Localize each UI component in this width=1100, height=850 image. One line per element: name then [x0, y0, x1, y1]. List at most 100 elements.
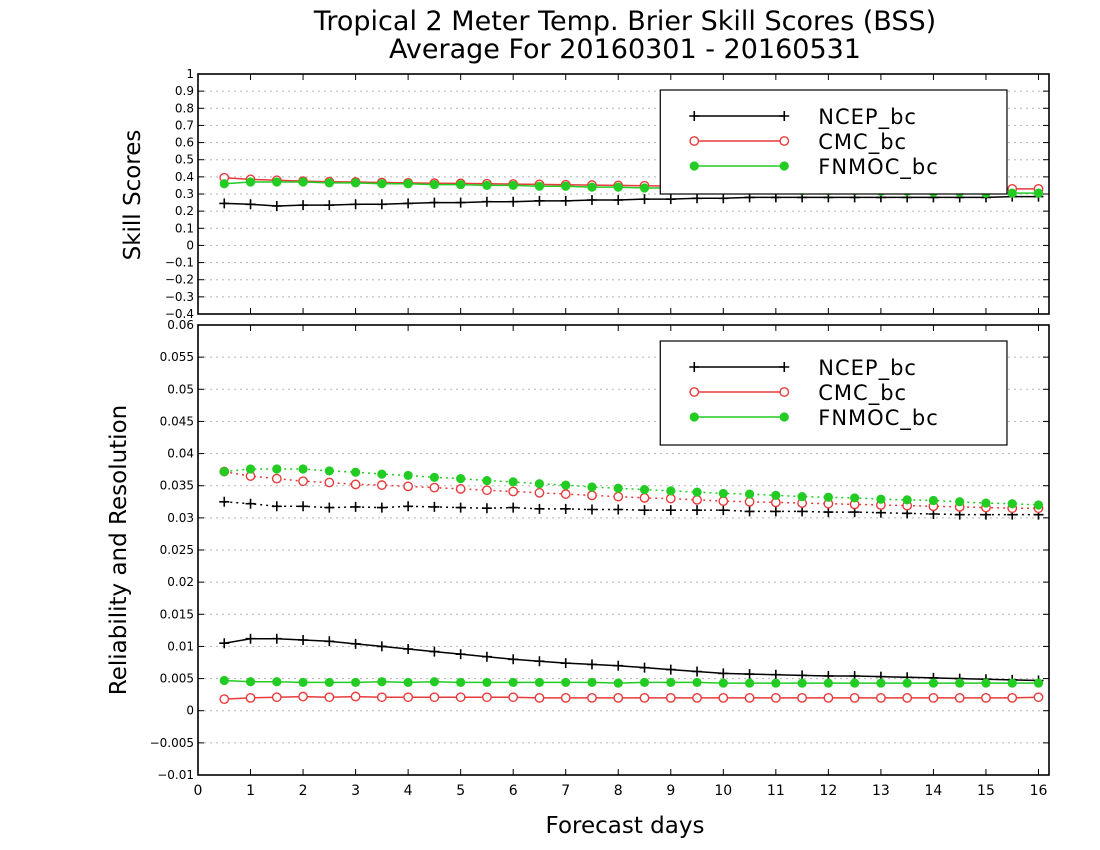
data-point-FNMOC_bc-marker: [456, 179, 466, 190]
data-point-FNMOC_bc-marker: [771, 678, 781, 688]
data-point-FNMOC_bc-marker: [876, 494, 886, 504]
legend-NCEP_bc-marker: [689, 111, 700, 121]
y-tick-label: 0.005: [160, 672, 194, 686]
data-point-NCEP_bc-marker: [718, 505, 729, 516]
y-tick-label: 0.06: [167, 318, 194, 332]
data-point-FNMOC_bc-marker: [272, 464, 282, 474]
data-point-FNMOC_bc-marker: [981, 678, 991, 688]
plot-frame: [197, 324, 1050, 776]
data-point-NCEP_bc-marker: [718, 668, 729, 679]
data-point-FNMOC_bc-marker: [561, 480, 571, 490]
x-axis-label: Forecast days: [546, 813, 705, 839]
plot-frame: [197, 73, 1050, 315]
data-point-FNMOC_bc-marker: [613, 678, 623, 688]
data-point-FNMOC_bc-marker: [324, 677, 334, 688]
x-tick-label: 8: [614, 783, 623, 799]
data-point-NCEP_bc-marker: [692, 193, 703, 204]
data-point-CMC_bc-marker: [376, 692, 387, 703]
data-point-NCEP_bc-marker: [403, 501, 414, 512]
data-point-FNMOC_bc-marker: [245, 464, 256, 474]
data-point-CMC_bc-marker: [797, 692, 808, 703]
data-point-NCEP_bc-marker: [429, 197, 440, 208]
series-CMC_bc-solid: [219, 691, 1044, 705]
x-tick-label: 0: [194, 783, 203, 799]
data-point-NCEP_bc-marker: [324, 502, 335, 513]
data-point-FNMOC_bc-marker: [1033, 500, 1044, 510]
data-point-FNMOC_bc-marker: [219, 179, 229, 189]
data-point-NCEP_bc-marker: [692, 666, 703, 677]
data-point-CMC_bc-marker: [639, 493, 650, 503]
data-point-NCEP_bc-marker: [639, 194, 650, 205]
y-tick-label: −0.01: [157, 768, 194, 782]
data-point-NCEP_bc-marker: [481, 651, 492, 662]
data-point-FNMOC_bc-marker: [981, 498, 991, 508]
data-point-NCEP_bc-marker: [219, 496, 230, 507]
data-point-FNMOC_bc-marker: [692, 487, 702, 497]
data-point-CMC_bc-marker: [560, 692, 571, 703]
data-point-NCEP_bc-marker: [350, 638, 361, 649]
series-line-FNMOC_bc: [224, 679, 1039, 684]
data-point-NCEP_bc-marker: [245, 498, 256, 509]
data-point-CMC_bc-marker: [718, 496, 729, 507]
y-tick-label: 0.3: [175, 187, 194, 201]
data-point-FNMOC_bc-marker: [377, 469, 387, 479]
data-point-FNMOC_bc-marker: [377, 179, 387, 189]
legend-CMC_bc-marker: [779, 387, 790, 397]
legend-FNMOC_bc-marker: [779, 412, 789, 422]
data-point-FNMOC_bc-marker: [298, 677, 308, 688]
data-point-FNMOC_bc-marker: [850, 493, 860, 503]
y-tick-label: 0.05: [167, 382, 194, 396]
data-point-FNMOC_bc-marker: [771, 490, 781, 500]
y-tick-label: 0.045: [160, 414, 194, 428]
data-point-FNMOC_bc-marker: [482, 180, 492, 191]
data-point-CMC_bc-marker: [613, 692, 624, 703]
y-tick-label: 0.025: [160, 543, 194, 557]
data-point-NCEP_bc-marker: [744, 669, 755, 680]
data-point-FNMOC_bc-marker: [245, 677, 256, 687]
series-line-NCEP_bc: [224, 501, 1039, 516]
data-point-FNMOC_bc-marker: [744, 489, 755, 499]
data-point-NCEP_bc-marker: [298, 200, 309, 211]
legend-NCEP_bc-marker: [779, 111, 790, 121]
data-point-FNMOC_bc-marker: [456, 474, 466, 484]
series-CMC_bc-dotted: [219, 466, 1044, 514]
data-point-NCEP_bc-marker: [271, 633, 282, 644]
data-point-CMC_bc-marker: [560, 489, 571, 499]
x-tick-label: 1: [246, 783, 255, 799]
data-point-NCEP_bc-marker: [586, 659, 597, 670]
data-point-NCEP_bc-marker: [797, 506, 808, 517]
data-point-NCEP_bc-marker: [718, 193, 729, 204]
data-point-CMC_bc-marker: [482, 692, 492, 703]
x-tick-label: 5: [456, 783, 465, 799]
data-point-FNMOC_bc-marker: [350, 178, 361, 188]
y-tick-label: 0.03: [167, 511, 194, 525]
data-point-FNMOC_bc-marker: [561, 677, 571, 688]
data-point-FNMOC_bc-marker: [666, 677, 676, 688]
data-point-FNMOC_bc-marker: [902, 495, 912, 505]
data-point-FNMOC_bc-marker: [850, 678, 860, 688]
chart-title-line-2: Average For 20160301 - 20160531: [389, 34, 861, 65]
data-point-CMC_bc-marker: [350, 479, 361, 490]
data-point-FNMOC_bc-marker: [823, 492, 833, 502]
data-point-FNMOC_bc-marker: [403, 470, 413, 481]
data-point-CMC_bc-marker: [849, 692, 860, 703]
data-point-NCEP_bc-marker: [613, 660, 624, 671]
data-point-FNMOC_bc-marker: [534, 677, 545, 688]
y-tick-label: −0.1: [165, 256, 194, 270]
series-line-NCEP_bc: [224, 195, 1039, 207]
data-point-CMC_bc-marker: [298, 691, 308, 702]
data-point-NCEP_bc-marker: [455, 197, 466, 208]
x-tick-label: 4: [404, 783, 413, 799]
y-tick-label: 0.04: [167, 447, 194, 461]
data-point-NCEP_bc-marker: [429, 501, 440, 512]
data-point-NCEP_bc-marker: [534, 656, 545, 667]
data-point-CMC_bc-marker: [350, 691, 361, 702]
y-tick-label: −0.2: [165, 273, 194, 287]
data-point-FNMOC_bc-marker: [639, 183, 650, 193]
series-line-NCEP_bc: [224, 637, 1039, 682]
data-point-FNMOC_bc-marker: [429, 179, 439, 190]
data-point-FNMOC_bc-marker: [587, 182, 597, 192]
data-point-NCEP_bc-marker: [586, 504, 597, 515]
